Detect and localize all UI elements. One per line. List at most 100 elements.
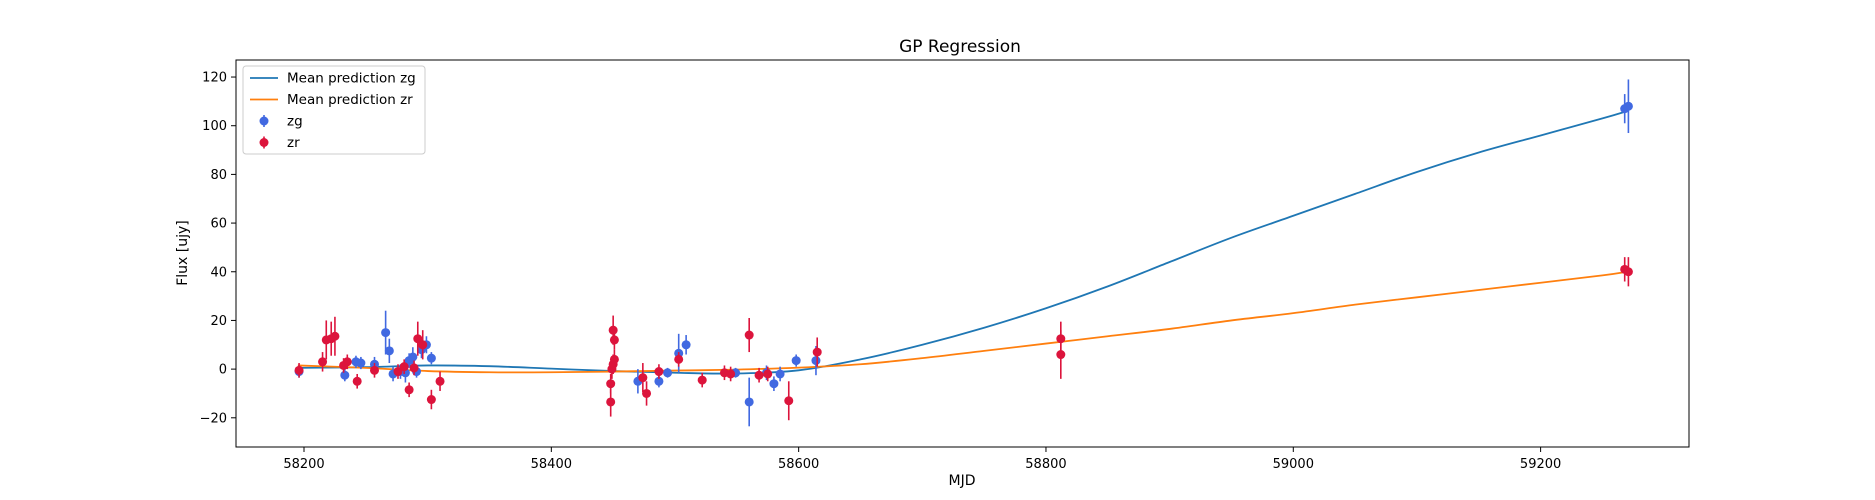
data-point-zr-30 xyxy=(726,366,736,382)
data-point-zr-9 xyxy=(393,364,403,379)
point-marker xyxy=(409,363,419,373)
point-marker xyxy=(638,373,648,383)
point-marker xyxy=(609,335,619,345)
point-marker xyxy=(318,357,328,367)
point-marker xyxy=(608,325,618,335)
x-tick-label: 59200 xyxy=(1520,457,1561,472)
point-marker xyxy=(744,330,754,340)
point-marker xyxy=(663,368,673,378)
data-point-zr-31 xyxy=(744,318,754,353)
point-marker xyxy=(791,356,801,366)
point-marker xyxy=(606,379,616,389)
mean-line-zg xyxy=(297,110,1628,375)
data-point-zr-0 xyxy=(294,363,304,378)
data-point-zg-1 xyxy=(340,369,350,382)
x-tick-label: 58800 xyxy=(1025,457,1066,472)
point-marker xyxy=(408,352,418,362)
point-marker xyxy=(393,367,403,377)
point-marker xyxy=(784,396,794,406)
legend-marker-swatch xyxy=(259,116,269,126)
y-tick-label: 0 xyxy=(219,363,227,378)
point-marker xyxy=(1056,350,1066,360)
point-marker xyxy=(744,397,754,407)
y-tick-label: 60 xyxy=(210,217,227,232)
data-point-zg-26 xyxy=(791,354,801,367)
point-marker xyxy=(811,356,821,366)
point-marker xyxy=(340,370,350,380)
data-point-zr-39 xyxy=(1623,257,1633,287)
y-tick-label: 40 xyxy=(210,265,227,280)
data-point-zr-10 xyxy=(399,359,409,374)
y-tick-label: 20 xyxy=(210,314,227,329)
data-point-zr-32 xyxy=(754,367,764,383)
point-marker xyxy=(654,376,664,386)
data-point-zr-27 xyxy=(674,352,684,367)
point-marker xyxy=(399,362,409,372)
data-point-zg-25 xyxy=(775,366,785,382)
data-point-zr-14 xyxy=(418,330,428,360)
legend-item-1: Mean prediction zr xyxy=(250,92,413,108)
data-point-zr-33 xyxy=(763,366,773,382)
point-marker xyxy=(435,376,445,386)
y-tick-label: 80 xyxy=(210,168,227,183)
data-point-zg-5 xyxy=(381,310,391,355)
x-tick-label: 58200 xyxy=(283,457,324,472)
data-point-zg-29 xyxy=(1623,79,1633,134)
legend-label: zg xyxy=(287,114,303,130)
data-point-zg-18 xyxy=(663,367,673,378)
point-marker xyxy=(352,376,362,386)
point-marker xyxy=(413,334,423,344)
data-point-zr-24 xyxy=(638,363,648,393)
point-marker xyxy=(330,331,340,341)
y-tick-label: 120 xyxy=(202,71,227,86)
x-tick-label: 58400 xyxy=(531,457,572,472)
data-point-zr-4 xyxy=(330,316,340,356)
point-marker xyxy=(418,340,428,350)
y-tick-label: −20 xyxy=(200,411,227,426)
data-point-zr-15 xyxy=(426,389,436,410)
point-marker xyxy=(769,379,779,389)
legend-item-2: zg xyxy=(259,114,303,130)
x-axis-label: MJD xyxy=(949,473,976,489)
point-marker xyxy=(697,375,707,385)
y-axis-label: Flux [ujy] xyxy=(175,220,191,286)
point-marker xyxy=(381,328,391,338)
x-tick-label: 59000 xyxy=(1273,457,1314,472)
data-point-zr-25 xyxy=(642,381,652,406)
point-marker xyxy=(642,388,652,398)
legend-box xyxy=(242,65,426,155)
data-point-zg-11 xyxy=(408,347,418,367)
legend-item-0: Mean prediction zg xyxy=(250,71,416,87)
data-point-zr-35 xyxy=(812,337,822,367)
data-point-zg-22 xyxy=(744,377,754,427)
point-marker xyxy=(369,365,379,375)
plot-lines xyxy=(297,110,1628,375)
data-point-zr-28 xyxy=(697,372,707,388)
point-marker xyxy=(342,357,352,367)
data-point-zg-24 xyxy=(769,376,779,392)
data-point-zr-7 xyxy=(352,373,362,389)
data-point-zg-20 xyxy=(681,335,691,355)
data-point-zr-37 xyxy=(1056,330,1066,379)
x-axis-ticks: 58200 58400 58600 58800 59000 59200 xyxy=(283,447,1561,472)
plot-points xyxy=(294,79,1633,427)
x-tick-label: 58600 xyxy=(778,457,819,472)
data-point-zr-23 xyxy=(609,349,619,370)
point-marker xyxy=(606,397,616,407)
legend-marker-swatch xyxy=(259,138,269,147)
y-tick-label: 100 xyxy=(202,119,227,134)
plot-frame xyxy=(235,59,1690,448)
point-marker xyxy=(609,354,619,364)
legend-label: Mean prediction zr xyxy=(287,92,413,108)
data-point-zr-34 xyxy=(784,381,794,421)
data-point-zr-1 xyxy=(318,352,328,372)
point-marker xyxy=(674,354,684,364)
data-point-zg-3 xyxy=(356,356,366,370)
point-marker xyxy=(426,353,436,363)
point-marker xyxy=(754,370,764,380)
data-point-zr-18 xyxy=(606,373,616,394)
point-marker xyxy=(812,347,822,357)
data-point-zr-16 xyxy=(435,371,445,392)
chart-title: GP Regression xyxy=(899,37,1021,57)
